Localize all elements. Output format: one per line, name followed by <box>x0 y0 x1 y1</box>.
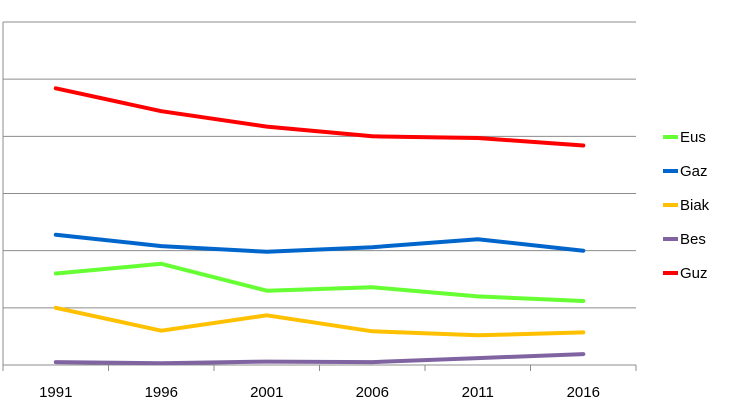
series-line-bes <box>53 352 586 366</box>
legend-label-gaz: Gaz <box>680 163 708 180</box>
series-line-eus <box>53 261 586 303</box>
x-tick-label: 2011 <box>462 384 494 401</box>
series-line-guz <box>53 86 586 148</box>
legend-label-eus: Eus <box>680 129 706 146</box>
x-tick-label: 2001 <box>250 384 283 401</box>
x-tick-label: 1996 <box>145 384 178 401</box>
x-tick-label: 1991 <box>39 384 72 401</box>
series-line-gaz <box>53 232 586 254</box>
legend-label-biak: Biak <box>680 197 710 214</box>
legend-label-bes: Bes <box>680 231 706 248</box>
x-tick-label: 2016 <box>567 384 600 401</box>
x-tick-label: 2006 <box>356 384 389 401</box>
series-line-biak <box>53 305 586 338</box>
legend-label-guz: Guz <box>680 265 708 282</box>
